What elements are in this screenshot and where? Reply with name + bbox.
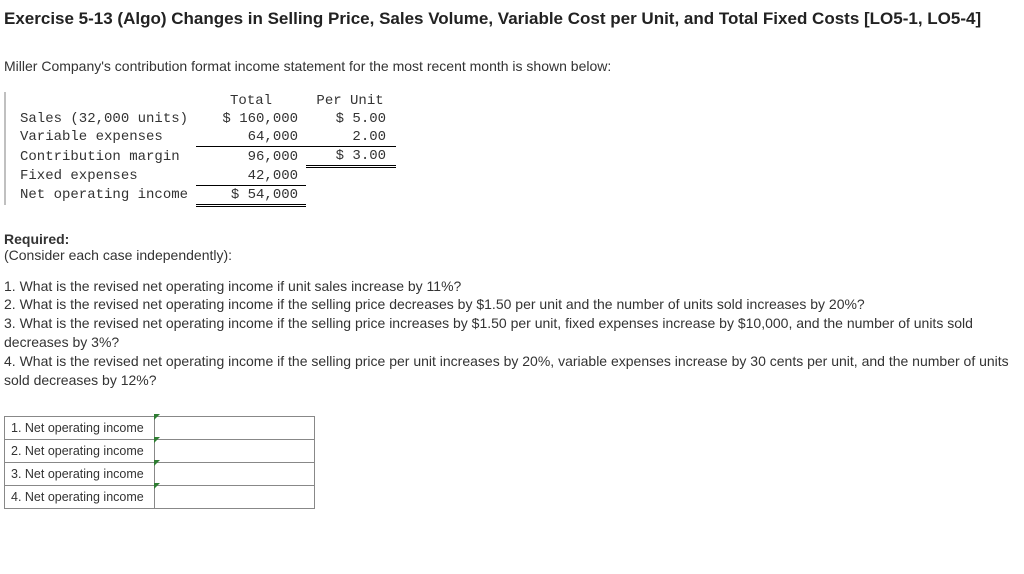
row-sales: Sales (32,000 units) $ 160,000 $ 5.00 — [5, 110, 396, 128]
answer-cell-4 — [155, 485, 315, 508]
header-per-unit: Per Unit — [306, 92, 396, 110]
exercise-title: Exercise 5-13 (Algo) Changes in Selling … — [4, 8, 1020, 30]
table-header-row: Total Per Unit — [5, 92, 396, 110]
corner-tick-icon — [154, 414, 160, 420]
answer-cell-2 — [155, 439, 315, 462]
answer-input-1[interactable] — [155, 417, 314, 439]
total-noi: $ 54,000 — [196, 185, 306, 205]
intro-text: Miller Company's contribution format inc… — [4, 58, 1020, 74]
punit-varexp: 2.00 — [306, 128, 396, 147]
label-cm: Contribution margin — [5, 147, 196, 167]
label-noi: Net operating income — [5, 185, 196, 205]
row-noi: Net operating income $ 54,000 — [5, 185, 396, 205]
required-sub: (Consider each case independently): — [4, 247, 1020, 263]
punit-fixed — [306, 167, 396, 186]
punit-sales: $ 5.00 — [306, 110, 396, 128]
total-cm: 96,000 — [196, 147, 306, 167]
answer-row-4: 4. Net operating income — [5, 485, 315, 508]
header-total: Total — [196, 92, 306, 110]
question-4: 4. What is the revised net operating inc… — [4, 352, 1020, 390]
punit-cm: $ 3.00 — [306, 147, 396, 167]
label-varexp: Variable expenses — [5, 128, 196, 147]
corner-tick-icon — [154, 483, 160, 489]
total-sales: $ 160,000 — [196, 110, 306, 128]
total-varexp: 64,000 — [196, 128, 306, 147]
row-cm: Contribution margin 96,000 $ 3.00 — [5, 147, 396, 167]
answer-input-3[interactable] — [155, 463, 314, 485]
answer-cell-3 — [155, 462, 315, 485]
answer-table: 1. Net operating income 2. Net operating… — [4, 416, 315, 509]
answer-cell-1 — [155, 416, 315, 439]
row-varexp: Variable expenses 64,000 2.00 — [5, 128, 396, 147]
total-fixed: 42,000 — [196, 167, 306, 186]
label-sales: Sales (32,000 units) — [5, 110, 196, 128]
question-2: 2. What is the revised net operating inc… — [4, 295, 1020, 314]
income-statement-table: Total Per Unit Sales (32,000 units) $ 16… — [4, 92, 396, 207]
answer-label-3: 3. Net operating income — [5, 462, 155, 485]
corner-tick-icon — [154, 460, 160, 466]
header-blank — [5, 92, 196, 110]
label-fixed: Fixed expenses — [5, 167, 196, 186]
question-3: 3. What is the revised net operating inc… — [4, 314, 1020, 352]
punit-noi — [306, 185, 396, 205]
required-heading: Required: — [4, 231, 1020, 247]
row-fixed: Fixed expenses 42,000 — [5, 167, 396, 186]
answer-input-2[interactable] — [155, 440, 314, 462]
answer-label-1: 1. Net operating income — [5, 416, 155, 439]
corner-tick-icon — [154, 437, 160, 443]
questions-block: 1. What is the revised net operating inc… — [4, 277, 1020, 390]
answer-input-4[interactable] — [155, 486, 314, 508]
answer-label-4: 4. Net operating income — [5, 485, 155, 508]
answer-label-2: 2. Net operating income — [5, 439, 155, 462]
question-1: 1. What is the revised net operating inc… — [4, 277, 1020, 296]
